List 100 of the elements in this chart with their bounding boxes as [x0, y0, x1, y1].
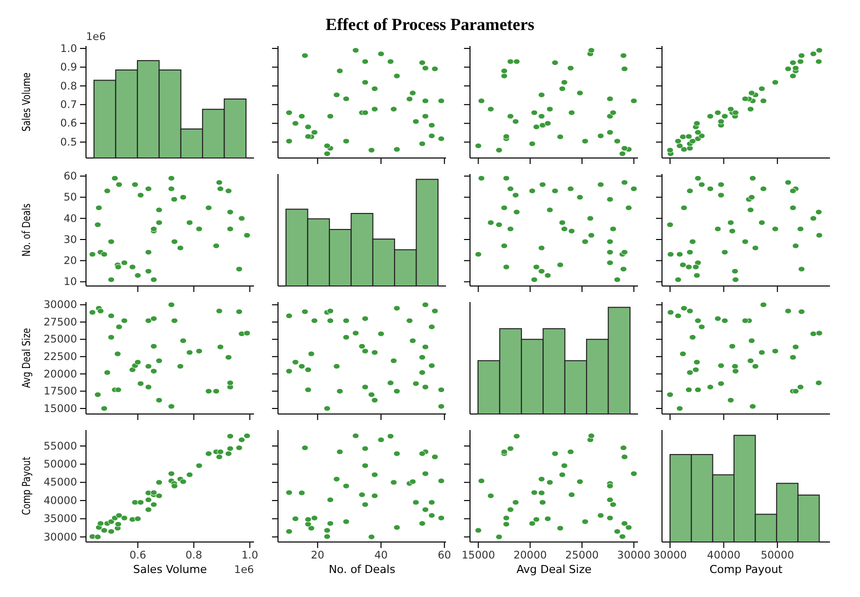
point — [556, 262, 564, 268]
point — [621, 520, 628, 526]
point — [304, 134, 312, 140]
y-tick-label: 50000 — [44, 458, 77, 471]
point — [108, 276, 115, 283]
x-tick-label: 0.8 — [185, 549, 202, 562]
point — [301, 52, 308, 58]
point — [336, 68, 344, 74]
point — [326, 520, 334, 526]
point — [558, 86, 566, 92]
point — [362, 502, 369, 508]
point — [747, 358, 754, 364]
point — [100, 406, 108, 412]
point — [567, 448, 574, 455]
point — [528, 140, 536, 147]
point — [186, 220, 194, 226]
point — [409, 478, 416, 484]
point — [556, 525, 564, 532]
point — [418, 354, 426, 360]
point — [530, 490, 538, 496]
point — [116, 182, 122, 188]
point — [438, 386, 445, 393]
point — [342, 518, 350, 524]
point — [732, 368, 739, 374]
point — [552, 450, 558, 456]
point — [129, 366, 136, 373]
point — [588, 232, 595, 238]
point — [560, 462, 568, 468]
point — [286, 528, 293, 534]
point — [576, 194, 584, 200]
point — [685, 134, 692, 140]
point — [94, 392, 102, 398]
y-tick-label: 0.9 — [60, 62, 77, 74]
y-tick-label: 45000 — [44, 476, 77, 489]
point — [88, 310, 96, 316]
point — [597, 512, 604, 518]
point — [97, 520, 104, 526]
point — [342, 483, 350, 489]
point — [422, 65, 429, 71]
point — [718, 192, 724, 198]
point — [614, 528, 621, 534]
point — [238, 436, 246, 443]
point — [758, 350, 766, 356]
x-tick-label: 15000 — [462, 549, 495, 562]
point — [358, 492, 366, 498]
point — [760, 302, 767, 308]
point — [614, 138, 621, 144]
point — [352, 47, 360, 54]
point — [727, 397, 734, 404]
point — [362, 446, 369, 452]
point — [667, 251, 674, 258]
point — [732, 268, 738, 274]
point — [362, 79, 369, 86]
point — [422, 506, 429, 512]
point — [816, 47, 823, 54]
point — [798, 52, 806, 58]
point — [742, 238, 749, 244]
point — [666, 222, 674, 228]
point — [718, 362, 724, 368]
x-axis-title: Sales Volume — [133, 563, 208, 576]
point — [292, 516, 299, 522]
point — [236, 444, 243, 451]
point — [144, 318, 152, 324]
point — [797, 58, 804, 64]
point — [478, 175, 485, 182]
point — [630, 470, 638, 476]
point — [568, 228, 576, 234]
point — [552, 188, 558, 194]
point — [409, 90, 416, 96]
x-axis-title: No. of Deals — [328, 563, 396, 576]
point — [422, 344, 429, 350]
point — [790, 188, 796, 194]
point — [244, 232, 250, 238]
point — [532, 264, 540, 270]
point — [144, 268, 152, 274]
point — [694, 129, 702, 136]
point — [538, 245, 546, 251]
x-tick-label: 30000 — [617, 549, 651, 562]
point — [732, 363, 738, 370]
point — [180, 194, 187, 200]
point — [362, 316, 369, 322]
point — [292, 120, 299, 126]
point — [666, 147, 674, 153]
point — [539, 122, 546, 128]
point — [226, 446, 234, 452]
point — [114, 521, 122, 528]
point — [176, 363, 184, 370]
point — [478, 98, 485, 104]
x-axis-title: Avg Deal Size — [516, 563, 592, 576]
point — [129, 264, 136, 270]
point — [582, 238, 589, 244]
point — [727, 220, 734, 226]
point — [544, 516, 552, 522]
point — [368, 392, 375, 398]
point — [311, 129, 318, 136]
point — [205, 204, 212, 211]
point — [742, 318, 749, 324]
point — [114, 351, 122, 357]
point — [718, 118, 724, 124]
point — [137, 380, 144, 386]
